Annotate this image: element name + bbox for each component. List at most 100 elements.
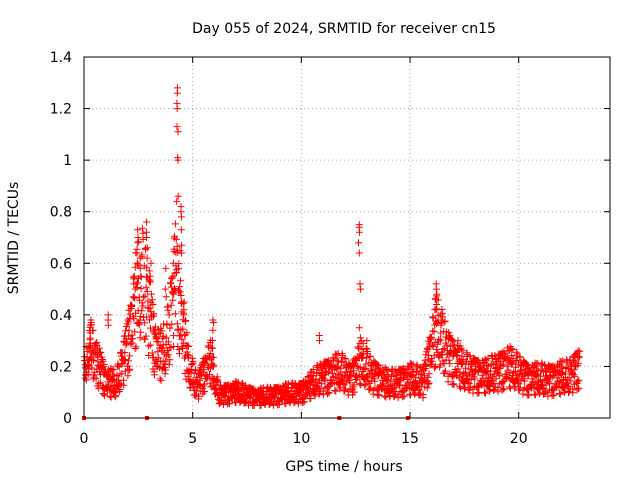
data-point: [516, 353, 524, 361]
data-point: [183, 342, 191, 350]
data-point: [157, 377, 165, 385]
data-point: [131, 345, 139, 352]
data-point: [545, 378, 553, 386]
y-tick-labels: 0 0.2 0.4 0.6 0.8 1 1.2 1.4: [50, 50, 72, 427]
data-point: [360, 365, 368, 373]
data-point: [136, 254, 144, 262]
data-point: [282, 400, 290, 408]
data-point: [541, 361, 549, 369]
data-point: [316, 360, 324, 368]
data-point: [498, 386, 506, 394]
data-point: [339, 373, 347, 381]
data-point: [417, 371, 425, 378]
data-point: [162, 293, 170, 301]
data-point: [503, 362, 511, 370]
data-point: [387, 377, 395, 385]
data-point: [244, 399, 252, 407]
data-point: [562, 370, 569, 378]
y-tick-label: 0.8: [50, 205, 72, 221]
data-point: [134, 279, 141, 287]
data-point: [150, 310, 158, 318]
data-point: [83, 348, 91, 356]
data-point: [117, 360, 125, 368]
data-point: [575, 353, 583, 361]
data-point: [381, 392, 389, 400]
data-point: [575, 354, 583, 362]
data-point: [116, 386, 124, 393]
data-point: [122, 327, 129, 335]
data-point: [425, 370, 433, 378]
data-point: [87, 319, 95, 327]
data-point: [350, 381, 358, 389]
data-point: [432, 295, 440, 303]
data-point: [443, 341, 451, 349]
data-point: [431, 364, 439, 372]
data-point: [176, 350, 183, 358]
data-point: [422, 362, 430, 370]
data-point: [355, 324, 363, 332]
data-point: [392, 384, 400, 392]
data-point: [434, 340, 442, 348]
data-point: [531, 391, 539, 399]
data-point: [225, 400, 233, 408]
data-point: [555, 390, 563, 397]
data-point: [461, 385, 468, 393]
data-point: [158, 327, 166, 335]
data-point: [307, 395, 315, 402]
data-point: [433, 301, 440, 308]
data-point: [173, 89, 181, 97]
data-point: [482, 389, 489, 397]
data-point: [169, 259, 177, 267]
data-point: [169, 272, 177, 280]
data-point: [178, 249, 185, 257]
data-point: [135, 261, 143, 269]
data-point: [122, 341, 130, 349]
data-point: [125, 357, 132, 365]
data-point: [145, 352, 153, 359]
data-point: [131, 294, 139, 302]
data-point: [97, 349, 105, 356]
data-point: [275, 401, 283, 408]
data-point: [475, 389, 483, 397]
data-point: [149, 301, 157, 308]
data-point: [185, 342, 192, 350]
data-point: [142, 283, 150, 291]
data-point: [128, 302, 136, 310]
data-point: [141, 335, 149, 343]
data-point: [523, 386, 531, 394]
data-point: [554, 362, 562, 370]
data-point: [269, 399, 277, 407]
data-point: [164, 338, 172, 346]
data-point: [135, 321, 143, 329]
data-point: [430, 328, 438, 336]
data-point: [165, 361, 173, 369]
data-point: [167, 283, 175, 291]
data-point: [130, 293, 138, 301]
data-point: [195, 392, 202, 400]
data-point: [179, 325, 187, 333]
data-point: [574, 347, 582, 355]
data-point: [209, 326, 217, 334]
data-point: [173, 105, 181, 113]
data-point: [162, 264, 170, 272]
data-point: [185, 352, 193, 360]
data-point: [170, 290, 178, 298]
data-point: [554, 377, 562, 385]
data-point: [146, 304, 154, 312]
data-point: [355, 344, 362, 352]
data-point: [143, 234, 151, 241]
data-point: [362, 353, 370, 361]
data-point: [125, 318, 132, 326]
data-point: [436, 361, 444, 369]
data-point: [147, 290, 155, 298]
data-point: [450, 381, 458, 389]
data-point: [137, 272, 145, 280]
data-point: [179, 300, 187, 308]
y-tick-label: 1.4: [50, 50, 72, 66]
data-point: [121, 349, 129, 357]
data-point: [166, 356, 174, 364]
data-point: [189, 359, 197, 367]
data-point: [456, 382, 464, 390]
data-point: [168, 320, 176, 328]
